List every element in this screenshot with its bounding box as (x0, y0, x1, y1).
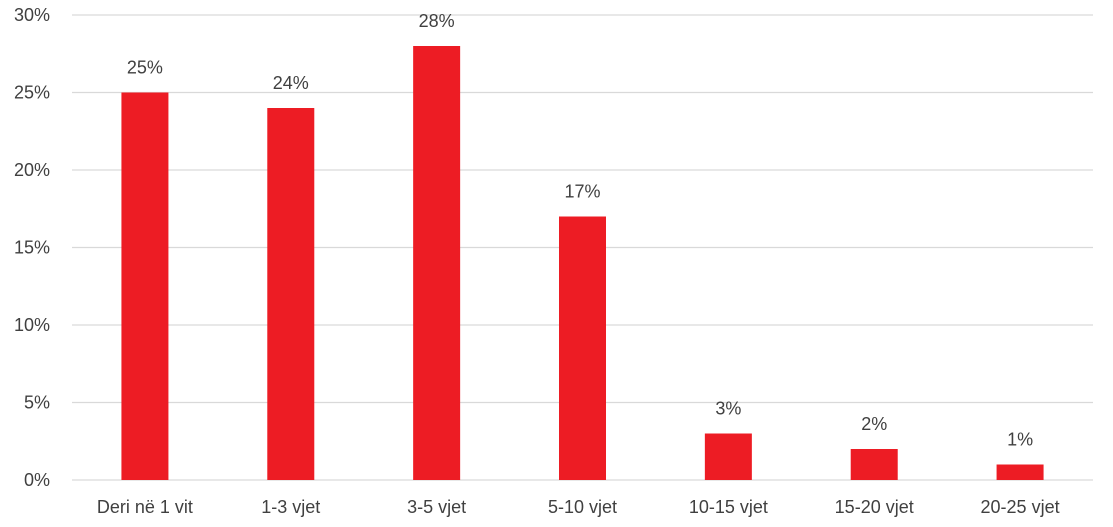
x-tick-label: 5-10 vjet (548, 497, 617, 517)
y-axis-tick-labels: 0% 5% 10% 15% 20% 25% 30% (14, 5, 50, 490)
data-label: 1% (1007, 430, 1033, 450)
x-axis-tick-labels: Deri në 1 vit 1-3 vjet 3-5 vjet 5-10 vjet 10… (97, 497, 1060, 517)
x-tick-label: 15-20 vjet (835, 497, 914, 517)
y-tick-label: 10% (14, 315, 50, 335)
data-label: 24% (273, 73, 309, 93)
bar (121, 93, 168, 481)
bar (997, 465, 1044, 481)
y-tick-label: 15% (14, 238, 50, 258)
y-tick-label: 25% (14, 83, 50, 103)
x-tick-label: 1-3 vjet (261, 497, 320, 517)
bar (851, 449, 898, 480)
data-label: 17% (564, 182, 600, 202)
data-label: 3% (715, 399, 741, 419)
x-tick-label: Deri në 1 vit (97, 497, 193, 517)
data-label: 2% (861, 414, 887, 434)
y-tick-label: 20% (14, 160, 50, 180)
x-tick-label: 3-5 vjet (407, 497, 466, 517)
y-tick-label: 30% (14, 5, 50, 25)
bar (267, 108, 314, 480)
bar (705, 434, 752, 481)
y-tick-label: 0% (24, 470, 50, 490)
y-tick-label: 5% (24, 393, 50, 413)
x-tick-label: 20-25 vjet (981, 497, 1060, 517)
data-label: 25% (127, 58, 163, 78)
bar (413, 46, 460, 480)
bars (121, 46, 1043, 480)
bar (559, 217, 606, 481)
x-tick-label: 10-15 vjet (689, 497, 768, 517)
data-label: 28% (419, 11, 455, 31)
